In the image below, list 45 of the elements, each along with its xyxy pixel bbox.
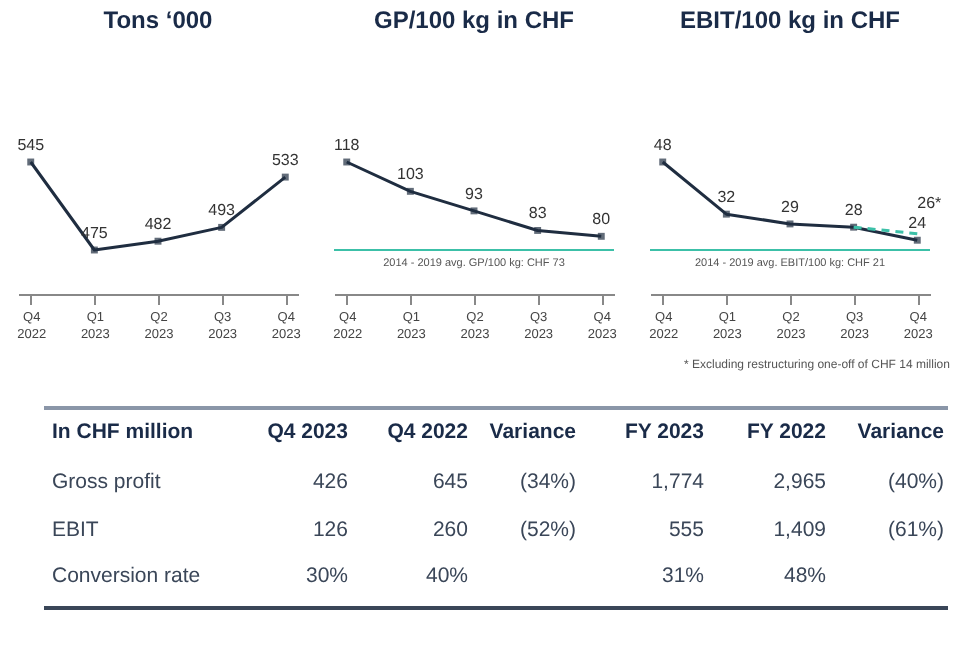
- data-label: 493: [208, 201, 237, 220]
- data-label: 30%: [305, 564, 348, 588]
- data-label: 475: [81, 224, 109, 242]
- data-label: 48%: [783, 564, 826, 588]
- data-label: 29: [781, 197, 800, 216]
- data-label: 482: [144, 215, 173, 234]
- data-label: 26*: [917, 193, 942, 212]
- category-label: FY 2023: [624, 420, 705, 444]
- text: In CHF million: [52, 420, 194, 444]
- text: Conversion rate: [52, 564, 201, 588]
- data-label: 1,409: [773, 518, 827, 542]
- data-label: 533: [271, 151, 300, 170]
- data-label: 24: [908, 214, 928, 233]
- chart-title: Tons ‘000: [103, 6, 214, 34]
- category-label: Q4 2022: [387, 420, 469, 444]
- data-label: 426: [312, 470, 349, 494]
- data-label: 83: [528, 204, 548, 223]
- data-label: (52%): [519, 518, 576, 542]
- data-label: 28: [844, 201, 864, 220]
- data-label: 93: [465, 184, 484, 203]
- data-label: (61%): [887, 518, 944, 542]
- data-label: (40%): [887, 470, 944, 494]
- category-label: FY 2022: [746, 420, 827, 444]
- category-label: Variance: [489, 420, 577, 444]
- data-label: 555: [668, 518, 705, 542]
- data-label: 32: [717, 188, 737, 207]
- data-label: 2,965: [773, 470, 827, 494]
- category-label: Q4 2023: [267, 420, 349, 444]
- chart-title: GP/100 kg in CHF: [373, 6, 575, 34]
- category-label: Variance: [857, 420, 945, 444]
- data-label: 48: [653, 136, 673, 154]
- data-label: 1,774: [651, 470, 705, 494]
- data-label: (34%): [519, 470, 576, 494]
- data-label: 40%: [425, 564, 468, 588]
- data-label: 645: [432, 470, 469, 494]
- data-label: 80: [592, 210, 612, 229]
- data-label: 103: [397, 165, 425, 184]
- data-label: 260: [432, 518, 469, 542]
- data-label: 31%: [661, 564, 704, 588]
- data-label: 118: [333, 136, 361, 154]
- text: EBIT: [52, 518, 100, 542]
- chart-title: EBIT/100 kg in CHF: [679, 6, 901, 34]
- data-label: 126: [312, 518, 349, 542]
- data-label: 545: [17, 136, 46, 154]
- series-label: Gross profit: [52, 470, 161, 494]
